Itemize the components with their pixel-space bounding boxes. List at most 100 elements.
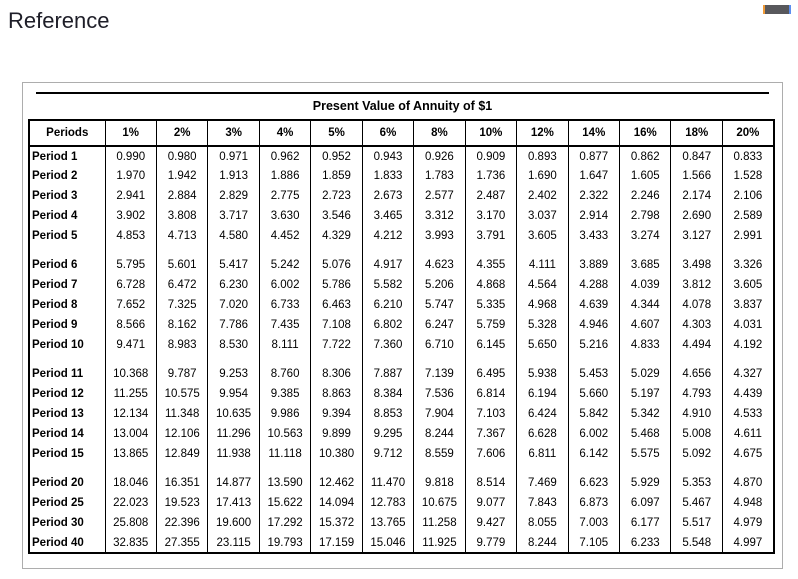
value-cell: 11.925	[413, 533, 466, 553]
value-cell: 9.471	[104, 335, 157, 355]
spacer-cell	[567, 464, 621, 473]
value-cell: 5.008	[670, 424, 723, 444]
value-cell: 3.312	[413, 206, 466, 226]
spacer-cell	[413, 464, 466, 473]
value-cell: 13.004	[104, 424, 157, 444]
value-cell: 4.948	[721, 493, 775, 513]
spacer-cell	[155, 355, 209, 364]
value-cell: 5.216	[567, 335, 621, 355]
value-cell: 27.355	[155, 533, 209, 553]
value-cell: 4.327	[721, 364, 775, 384]
spacer-cell	[516, 464, 569, 473]
value-cell: 6.710	[413, 335, 466, 355]
value-cell: 6.623	[567, 473, 621, 493]
value-cell: 3.127	[670, 226, 723, 246]
value-cell: 4.611	[721, 424, 775, 444]
value-cell: 2.690	[670, 206, 723, 226]
value-cell: 11.296	[207, 424, 260, 444]
value-cell: 8.111	[258, 335, 312, 355]
column-header-rate: 1%	[104, 120, 157, 147]
table-row: Period 3 2.941 2.884 2.829 2.775 2.723 2.673 2.…	[28, 186, 775, 206]
value-cell: 4.078	[670, 295, 723, 315]
period-label: Period 5	[28, 226, 106, 246]
value-cell: 6.247	[413, 315, 466, 335]
value-cell: 11.348	[155, 404, 209, 424]
value-cell: 25.808	[104, 513, 157, 533]
value-cell: 10.575	[155, 384, 209, 404]
value-cell: 3.170	[464, 206, 518, 226]
value-cell: 9.899	[310, 424, 363, 444]
value-cell: 19.600	[207, 513, 260, 533]
value-cell: 17.159	[310, 533, 363, 553]
pv-annuity-table: Periods 1% 2% 3% 4% 5% 6% 8% 10% 12% 14% 16% 18% 20% …	[28, 119, 775, 554]
spacer-cell	[361, 246, 415, 255]
spacer-cell	[670, 246, 723, 255]
spacer-cell	[207, 464, 260, 473]
value-cell: 4.910	[670, 404, 723, 424]
group-spacer-row	[28, 355, 775, 364]
minimized-window-bar[interactable]	[763, 5, 791, 14]
value-cell: 5.467	[670, 493, 723, 513]
period-label: Period 25	[28, 493, 106, 513]
value-cell: 5.092	[670, 444, 723, 464]
column-header-rate: 3%	[207, 120, 260, 147]
spacer-cell	[516, 355, 569, 364]
value-cell: 3.274	[619, 226, 672, 246]
value-cell: 1.942	[155, 166, 209, 186]
table-row: Period 5 4.853 4.713 4.580 4.452 4.329 4.212 3.…	[28, 226, 775, 246]
value-cell: 3.605	[721, 275, 775, 295]
table-row: Period 11 10.368 9.787 9.253 8.760 8.306 7.887…	[28, 364, 775, 384]
value-cell: 2.798	[619, 206, 672, 226]
value-cell: 0.862	[619, 146, 672, 166]
value-cell: 4.868	[464, 275, 518, 295]
value-cell: 12.106	[155, 424, 209, 444]
value-cell: 2.322	[567, 186, 621, 206]
period-label: Period 30	[28, 513, 106, 533]
value-cell: 6.814	[464, 384, 518, 404]
value-cell: 0.971	[207, 146, 260, 166]
value-cell: 32.835	[104, 533, 157, 553]
value-cell: 5.660	[567, 384, 621, 404]
value-cell: 3.326	[721, 255, 775, 275]
spacer-cell	[670, 355, 723, 364]
spacer-cell	[258, 464, 312, 473]
value-cell: 6.145	[464, 335, 518, 355]
spacer-cell	[104, 355, 157, 364]
value-cell: 6.210	[361, 295, 415, 315]
value-cell: 7.435	[258, 315, 312, 335]
value-cell: 10.380	[310, 444, 363, 464]
value-cell: 0.980	[155, 146, 209, 166]
value-cell: 0.909	[464, 146, 518, 166]
value-cell: 12.783	[361, 493, 415, 513]
period-label: Period 12	[28, 384, 106, 404]
column-header-rate: 5%	[310, 120, 363, 147]
value-cell: 1.970	[104, 166, 157, 186]
value-cell: 3.791	[464, 226, 518, 246]
value-cell: 5.548	[670, 533, 723, 553]
value-cell: 4.111	[516, 255, 569, 275]
spacer-cell	[155, 246, 209, 255]
spacer-cell	[464, 355, 518, 364]
value-cell: 1.566	[670, 166, 723, 186]
value-cell: 7.105	[567, 533, 621, 553]
spacer-cell	[619, 246, 672, 255]
value-cell: 12.134	[104, 404, 157, 424]
value-cell: 19.523	[155, 493, 209, 513]
value-cell: 0.990	[104, 146, 157, 166]
value-cell: 1.736	[464, 166, 518, 186]
value-cell: 15.372	[310, 513, 363, 533]
value-cell: 8.983	[155, 335, 209, 355]
period-label: Period 4	[28, 206, 106, 226]
column-header-rate: 12%	[516, 120, 569, 147]
value-cell: 5.197	[619, 384, 672, 404]
value-cell: 14.094	[310, 493, 363, 513]
spacer-cell	[721, 464, 775, 473]
value-cell: 3.812	[670, 275, 723, 295]
value-cell: 8.244	[516, 533, 569, 553]
value-cell: 9.253	[207, 364, 260, 384]
value-cell: 6.002	[258, 275, 312, 295]
value-cell: 0.926	[413, 146, 466, 166]
column-header-rate: 16%	[619, 120, 672, 147]
value-cell: 9.986	[258, 404, 312, 424]
value-cell: 4.713	[155, 226, 209, 246]
